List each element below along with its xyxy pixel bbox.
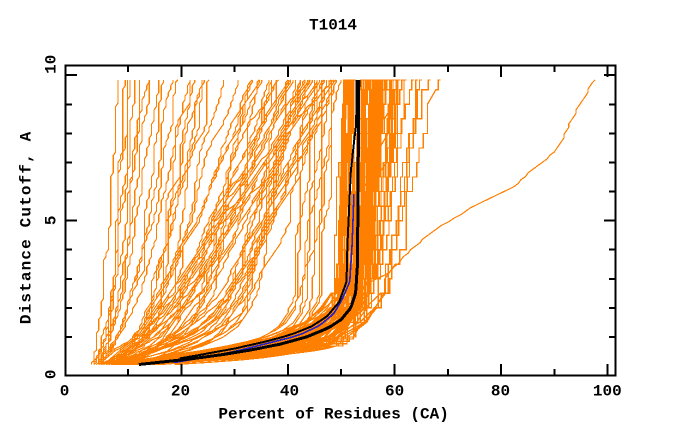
svg-text:10: 10 (43, 55, 61, 74)
svg-text:0: 0 (60, 383, 70, 401)
svg-text:Distance Cutoff, A: Distance Cutoff, A (18, 131, 36, 325)
svg-text:Percent of Residues (CA): Percent of Residues (CA) (218, 405, 448, 423)
svg-text:5: 5 (43, 215, 61, 225)
svg-text:80: 80 (491, 383, 510, 401)
svg-text:T1014: T1014 (309, 17, 357, 35)
svg-text:40: 40 (280, 383, 299, 401)
svg-text:0: 0 (43, 369, 61, 379)
svg-text:60: 60 (385, 383, 404, 401)
svg-text:100: 100 (593, 383, 622, 401)
svg-text:20: 20 (171, 383, 190, 401)
